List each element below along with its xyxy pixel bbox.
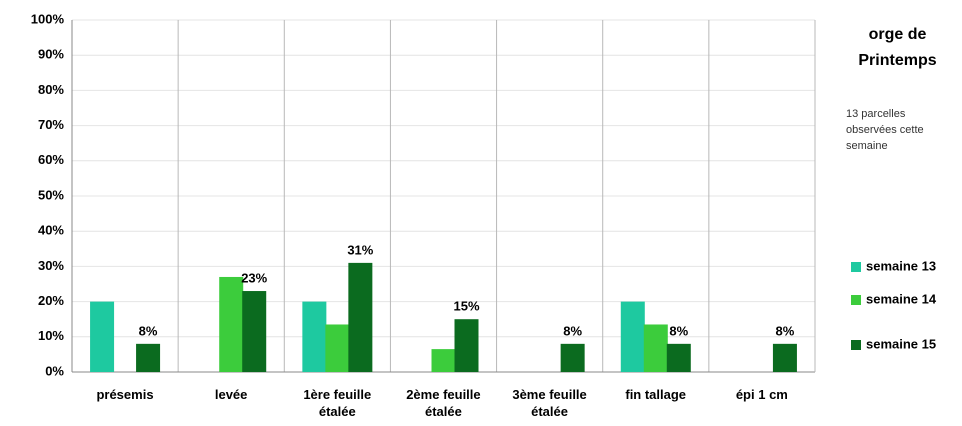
bar: [666, 343, 691, 372]
data-label: 23%: [241, 270, 267, 285]
y-tick-label: 60%: [38, 152, 64, 167]
legend-swatch: [851, 340, 861, 350]
x-tick-label: 3ème feuille étalée: [512, 387, 587, 419]
x-tick-label: 2ème feuille étalée: [406, 387, 481, 419]
legend-swatch: [851, 295, 861, 305]
y-tick-label: 80%: [38, 82, 64, 97]
x-tick-label: présemis: [96, 387, 154, 402]
x-tick-label: levée: [214, 387, 248, 402]
bar: [242, 291, 267, 372]
bar: [431, 349, 456, 372]
bar: [772, 343, 797, 372]
bar: [560, 343, 585, 372]
bar: [454, 319, 479, 372]
legend-label: semaine 14: [866, 291, 937, 306]
data-label: 8%: [563, 323, 582, 338]
chart-subtitle: 13 parcelles observées cette semaine: [846, 108, 924, 152]
x-tick-label: 1ère feuille étalée: [303, 387, 372, 419]
data-label: 15%: [453, 299, 479, 314]
data-label: 8%: [776, 323, 795, 338]
bar: [643, 324, 668, 372]
bar: [136, 343, 161, 372]
bar: [325, 324, 350, 372]
legend-label: semaine 15: [866, 336, 936, 351]
y-tick-label: 40%: [38, 223, 64, 238]
y-tick-label: 0%: [45, 363, 64, 378]
y-tick-label: 20%: [38, 293, 64, 308]
y-tick-label: 70%: [38, 117, 64, 132]
y-tick-label: 100%: [31, 11, 65, 26]
x-tick-label: épi 1 cm: [735, 387, 788, 402]
y-tick-label: 10%: [38, 328, 64, 343]
y-tick-label: 30%: [38, 258, 64, 273]
bar: [90, 301, 115, 372]
legend-label: semaine 13: [866, 258, 936, 273]
y-tick-label: 90%: [38, 47, 64, 62]
data-label: 8%: [139, 323, 158, 338]
chart-title: orge de Printemps: [858, 26, 937, 69]
data-label: 8%: [669, 323, 688, 338]
y-tick-label: 50%: [38, 187, 64, 202]
bar: [348, 262, 373, 372]
bar: [302, 301, 327, 372]
legend-swatch: [851, 262, 861, 272]
data-label: 31%: [347, 242, 373, 257]
bar: [620, 301, 645, 372]
bar: [219, 276, 244, 372]
x-tick-label: fin tallage: [625, 387, 687, 402]
